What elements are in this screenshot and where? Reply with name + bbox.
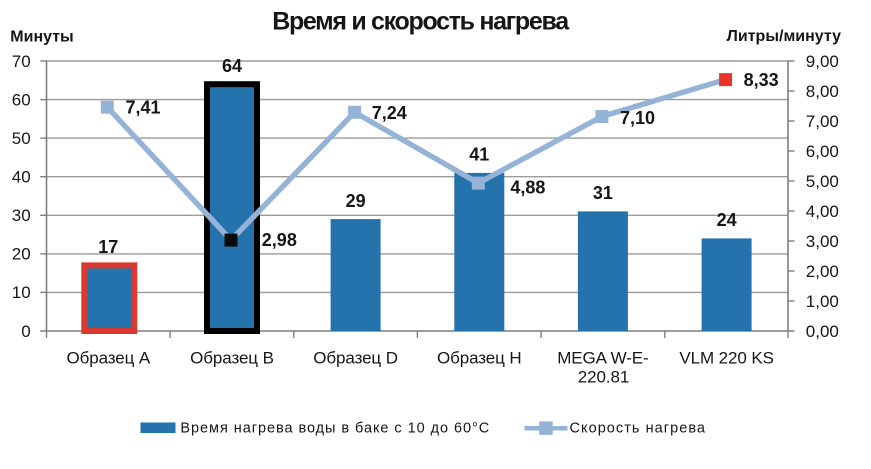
svg-text:MEGA W-E-: MEGA W-E- — [557, 348, 648, 367]
svg-text:Образец D: Образец D — [313, 348, 398, 367]
svg-text:Время и скорость нагрева: Время и скорость нагрева — [272, 8, 570, 36]
svg-text:2,98: 2,98 — [262, 230, 297, 250]
svg-text:24: 24 — [717, 210, 737, 230]
svg-text:9,00: 9,00 — [806, 52, 839, 71]
svg-text:7,24: 7,24 — [372, 103, 407, 123]
svg-text:0,00: 0,00 — [806, 322, 839, 341]
svg-text:30: 30 — [12, 206, 31, 225]
svg-text:7,10: 7,10 — [620, 108, 655, 128]
svg-text:4,00: 4,00 — [806, 202, 839, 221]
svg-text:220.81: 220.81 — [578, 368, 629, 387]
svg-text:60: 60 — [12, 90, 31, 109]
svg-text:29: 29 — [346, 191, 366, 211]
svg-text:10: 10 — [12, 283, 31, 302]
svg-text:8,33: 8,33 — [744, 70, 779, 90]
svg-text:2,00: 2,00 — [806, 262, 839, 281]
svg-text:64: 64 — [222, 56, 242, 76]
svg-text:Образец B: Образец B — [190, 348, 274, 367]
svg-text:70: 70 — [12, 52, 31, 71]
svg-text:1,00: 1,00 — [806, 292, 839, 311]
svg-text:50: 50 — [12, 129, 31, 148]
svg-text:4,88: 4,88 — [510, 177, 545, 197]
svg-text:Минуты: Минуты — [10, 28, 73, 45]
svg-text:3,00: 3,00 — [806, 232, 839, 251]
svg-text:Время нагрева воды в баке с 10: Время нагрева воды в баке с 10 до 60°С — [180, 421, 490, 437]
svg-text:6,00: 6,00 — [806, 142, 839, 161]
svg-text:VLM 220 KS: VLM 220 KS — [679, 348, 773, 367]
svg-text:7,41: 7,41 — [126, 98, 161, 118]
svg-text:Образец H: Образец H — [437, 348, 522, 367]
svg-text:41: 41 — [469, 145, 489, 165]
svg-text:40: 40 — [12, 168, 31, 187]
svg-text:7,00: 7,00 — [806, 112, 839, 131]
svg-text:Образец A: Образец A — [66, 348, 150, 367]
svg-text:Литры/минуту: Литры/минуту — [727, 28, 841, 45]
svg-text:20: 20 — [12, 245, 31, 264]
svg-text:8,00: 8,00 — [806, 82, 839, 101]
svg-text:5,00: 5,00 — [806, 172, 839, 191]
svg-text:0: 0 — [21, 322, 30, 341]
svg-text:31: 31 — [593, 183, 613, 203]
svg-text:17: 17 — [98, 237, 118, 257]
svg-text:Скорость нагрева: Скорость нагрева — [570, 421, 707, 437]
